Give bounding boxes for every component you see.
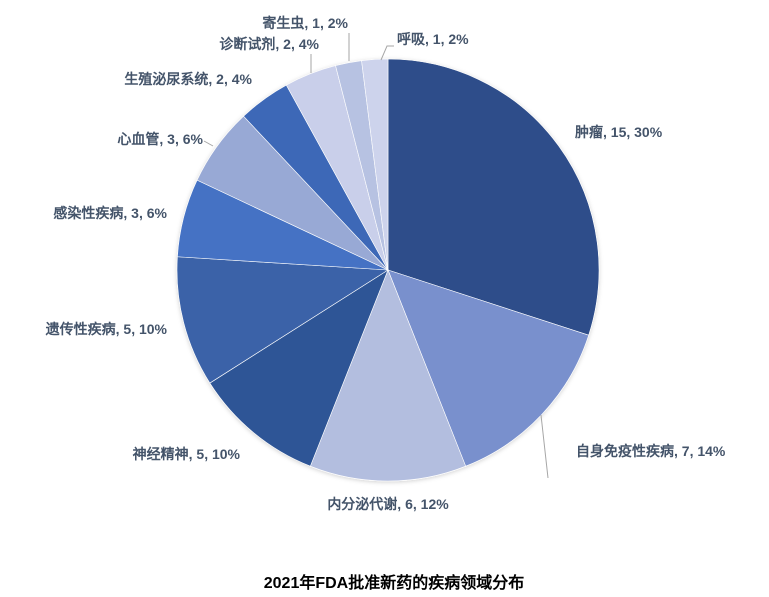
data-label-7: 心血管, 3, 6% bbox=[117, 131, 203, 147]
data-label-2: 自身免疫性疾病, 7, 14% bbox=[576, 443, 726, 459]
leader-line-7 bbox=[203, 140, 214, 147]
leader-line-11 bbox=[380, 45, 394, 61]
chart-title: 2021年FDA批准新药的疾病领域分布 bbox=[264, 573, 524, 592]
data-label-5: 遗传性疾病, 5, 10% bbox=[45, 321, 168, 337]
data-label-9: 诊断试剂, 2, 4% bbox=[219, 36, 319, 52]
pie-slice-1 bbox=[387, 58, 600, 336]
data-label-1: 肿瘤, 15, 30% bbox=[575, 124, 663, 140]
pie-slice-5 bbox=[176, 256, 389, 384]
data-label-11: 呼吸, 1, 2% bbox=[397, 31, 469, 47]
pie-slice-4 bbox=[209, 269, 389, 467]
data-label-8: 生殖泌尿系统, 2, 4% bbox=[124, 71, 252, 87]
data-label-4: 神经精神, 5, 10% bbox=[133, 446, 241, 462]
data-label-6: 感染性疾病, 3, 6% bbox=[53, 205, 167, 221]
data-label-3: 内分泌代谢, 6, 12% bbox=[327, 496, 449, 512]
pie-slice-3 bbox=[309, 269, 467, 482]
leader-line-2 bbox=[540, 414, 549, 479]
pie-slice-2 bbox=[387, 269, 590, 467]
data-label-10: 寄生虫, 1, 2% bbox=[262, 15, 348, 31]
pie-slice-11 bbox=[361, 58, 389, 271]
